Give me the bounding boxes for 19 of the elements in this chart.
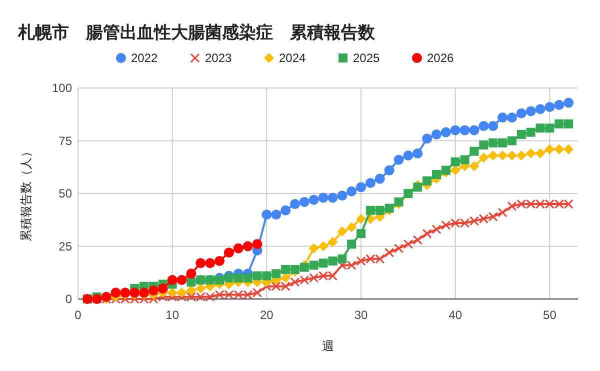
x-tick-label: 0 xyxy=(74,308,82,322)
x-axis-title: 週 xyxy=(322,339,334,353)
y-tick-label: 50 xyxy=(58,186,72,200)
legend-label: 2024 xyxy=(279,51,306,65)
x-tick-label: 40 xyxy=(448,308,462,322)
chart-title: 札幌市 腸管出血性大腸菌感染症 累積報告数 xyxy=(17,23,376,42)
y-tick-label: 100 xyxy=(52,81,72,95)
y-tick-label: 75 xyxy=(58,134,72,148)
legend-label: 2026 xyxy=(427,51,454,65)
x-tick-label: 10 xyxy=(166,308,180,322)
y-tick-label: 0 xyxy=(65,292,72,306)
legend-label: 2022 xyxy=(131,51,158,65)
y-tick-label: 25 xyxy=(58,239,72,254)
x-tick-label: 50 xyxy=(543,308,557,322)
legend-label: 2025 xyxy=(353,51,380,65)
x-tick-label: 30 xyxy=(354,308,368,322)
legend-label: 2023 xyxy=(205,51,232,65)
x-tick-label: 20 xyxy=(260,308,274,322)
y-axis-title: 累積報告数（人） xyxy=(19,146,33,242)
